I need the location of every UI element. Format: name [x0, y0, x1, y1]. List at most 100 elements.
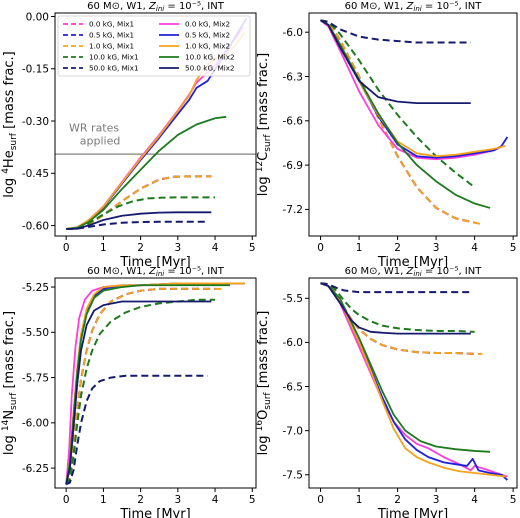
plot-area	[55, 278, 256, 488]
x-tick-label: 0	[317, 242, 324, 254]
x-tick-label: 4	[212, 242, 219, 254]
y-tick-label: -5.50	[22, 327, 49, 339]
plot-frame	[308, 277, 518, 489]
x-tick-label: 3	[433, 242, 440, 254]
y-tick-label: -5.25	[22, 282, 49, 294]
series-line-10-0-kg-mix2	[65, 284, 230, 485]
series-group	[320, 19, 509, 226]
panel-oxygen: 0 1 2 3 4 5 -7.5 -7.0 -6.5 -6.0 -5.5 Time [Myr] log …	[255, 266, 518, 518]
series-line-50-0-kg-mix1	[320, 19, 471, 44]
y-axis-label: log 16Osurf [mass frac.]	[255, 311, 273, 456]
series-line-10-0-kg-mix2	[66, 115, 227, 230]
y-tick-label: -6.9	[283, 160, 304, 172]
panel-title: 60 M⊙, W1, Zini = 10⁻⁵, INT	[345, 1, 483, 13]
legend-label-50-0-kg-mix2: 50.0 kG, Mix2	[185, 64, 235, 73]
y-tick-label: 0.00	[26, 11, 49, 23]
legend-label-0-0-kg-mix2: 0.0 kG, Mix2	[185, 20, 230, 29]
series-line-50-0-kg-mix1	[65, 374, 208, 486]
x-axis-label: Time [Myr]	[377, 255, 448, 270]
series-line-50-0-kg-mix1	[320, 282, 471, 294]
y-axis-label: log 14Nsurf [mass frac.]	[1, 311, 19, 455]
x-tick-label: 0	[317, 494, 324, 506]
x-tick-label: 2	[394, 242, 401, 254]
legend-label-1-0-kg-mix1: 1.0 kG, Mix1	[89, 42, 134, 51]
x-tick-label: 3	[174, 494, 181, 506]
series-line-50-0-kg-mix2	[320, 19, 471, 104]
series-group	[65, 282, 245, 486]
series-line-10-0-kg-mix2	[320, 282, 491, 453]
y-tick-label: -5.5	[283, 293, 304, 305]
x-tick-label: 1	[100, 242, 107, 254]
x-axis-label: Time [Myr]	[119, 255, 190, 270]
plot-frame	[54, 12, 257, 237]
y-tick-label: -0.60	[22, 220, 49, 232]
series-line-0-0-kg-mix2	[320, 282, 508, 478]
series-line-10-0-kg-mix1	[66, 196, 216, 231]
y-axis-label: log 4Hesurf [mass frac.]	[1, 51, 19, 198]
x-tick-label: 4	[212, 494, 219, 506]
panel-title: 60 M⊙, W1, Zini = 10⁻⁵, INT	[345, 266, 483, 278]
y-tick-label: -6.6	[283, 116, 304, 128]
legend: 0.0 kG, Mix1 0.5 kG, Mix1 1.0 kG, Mix1 10.0…	[57, 15, 251, 77]
y-tick-label: -6.0	[283, 27, 304, 39]
y-tick-label: -7.2	[283, 204, 304, 216]
y-tick-label: -5.75	[22, 372, 49, 384]
x-tick-label: 3	[433, 494, 440, 506]
y-tick-label: -7.5	[283, 470, 304, 482]
y-tick-label: -7.0	[283, 425, 304, 437]
panel-title: 60 M⊙, W1, Zini = 10⁻⁵, INT	[87, 1, 225, 13]
x-tick-label: 5	[249, 494, 256, 506]
series-line-10-0-kg-mix1	[320, 19, 476, 189]
y-tick-label: -6.3	[283, 71, 304, 83]
y-tick-label: -6.5	[283, 381, 304, 393]
legend-label-0-0-kg-mix1: 0.0 kG, Mix1	[89, 20, 134, 29]
x-tick-label: 5	[510, 494, 517, 506]
x-tick-label: 2	[137, 242, 144, 254]
series-line-50-0-kg-mix2	[320, 282, 471, 335]
legend-label-50-0-kg-mix1: 50.0 kG, Mix1	[89, 64, 139, 73]
series-group	[320, 282, 508, 481]
x-tick-label: 1	[100, 494, 107, 506]
x-tick-label: 0	[63, 494, 70, 506]
panel-title: 60 M⊙, W1, Zini = 10⁻⁵, INT	[87, 266, 225, 278]
legend-box	[57, 15, 251, 77]
legend-label-0-5-kg-mix2: 0.5 kG, Mix2	[185, 31, 230, 40]
annotation-text: applied	[80, 134, 121, 147]
y-axis-label: log 12Csurf [mass frac.]	[255, 53, 273, 197]
x-tick-label: 2	[394, 494, 401, 506]
series-line-10-0-kg-mix2	[320, 19, 491, 209]
legend-label-10-0-kg-mix1: 10.0 kG, Mix1	[89, 53, 139, 62]
panel-carbon: 0 1 2 3 4 5 -7.2 -6.9 -6.6 -6.3 -6.0 Time [Myr] log …	[255, 1, 518, 270]
x-axis-label: Time [Myr]	[119, 507, 190, 518]
x-tick-label: 5	[249, 242, 256, 254]
annotation-text: WR rates	[69, 121, 119, 134]
x-axis-label: Time [Myr]	[377, 507, 448, 518]
panel-nitrogen: 0 1 2 3 4 5 -6.25 -6.00 -5.75 -5.50 -5.25 Time [Myr…	[1, 266, 257, 518]
y-tick-label: -6.25	[22, 463, 49, 475]
series-line-10-0-kg-mix1	[320, 282, 475, 333]
legend-label-1-0-kg-mix2: 1.0 kG, Mix2	[185, 42, 230, 51]
y-tick-label: -0.30	[22, 116, 49, 128]
series-line-1-0-kg-mix1	[66, 175, 212, 231]
plot-area	[309, 278, 517, 488]
series-line-1-0-kg-mix2	[320, 282, 506, 478]
plot-frame	[308, 12, 518, 237]
x-tick-label: 2	[137, 494, 144, 506]
x-tick-label: 3	[174, 242, 181, 254]
series-line-1-0-kg-mix1	[320, 19, 483, 226]
x-tick-label: 4	[471, 242, 478, 254]
x-tick-label: 1	[356, 242, 363, 254]
series-line-1-0-kg-mix1	[65, 287, 223, 485]
x-tick-label: 5	[510, 242, 517, 254]
x-tick-label: 4	[471, 494, 478, 506]
y-tick-label: -6.00	[22, 418, 49, 430]
x-tick-label: 0	[63, 242, 70, 254]
legend-label-10-0-kg-mix2: 10.0 kG, Mix2	[185, 53, 235, 62]
x-tick-label: 1	[356, 494, 363, 506]
series-line-50-0-kg-mix2	[66, 211, 212, 230]
y-tick-label: -0.15	[22, 64, 49, 76]
plot-frame	[54, 277, 257, 489]
y-tick-label: -6.0	[283, 337, 304, 349]
